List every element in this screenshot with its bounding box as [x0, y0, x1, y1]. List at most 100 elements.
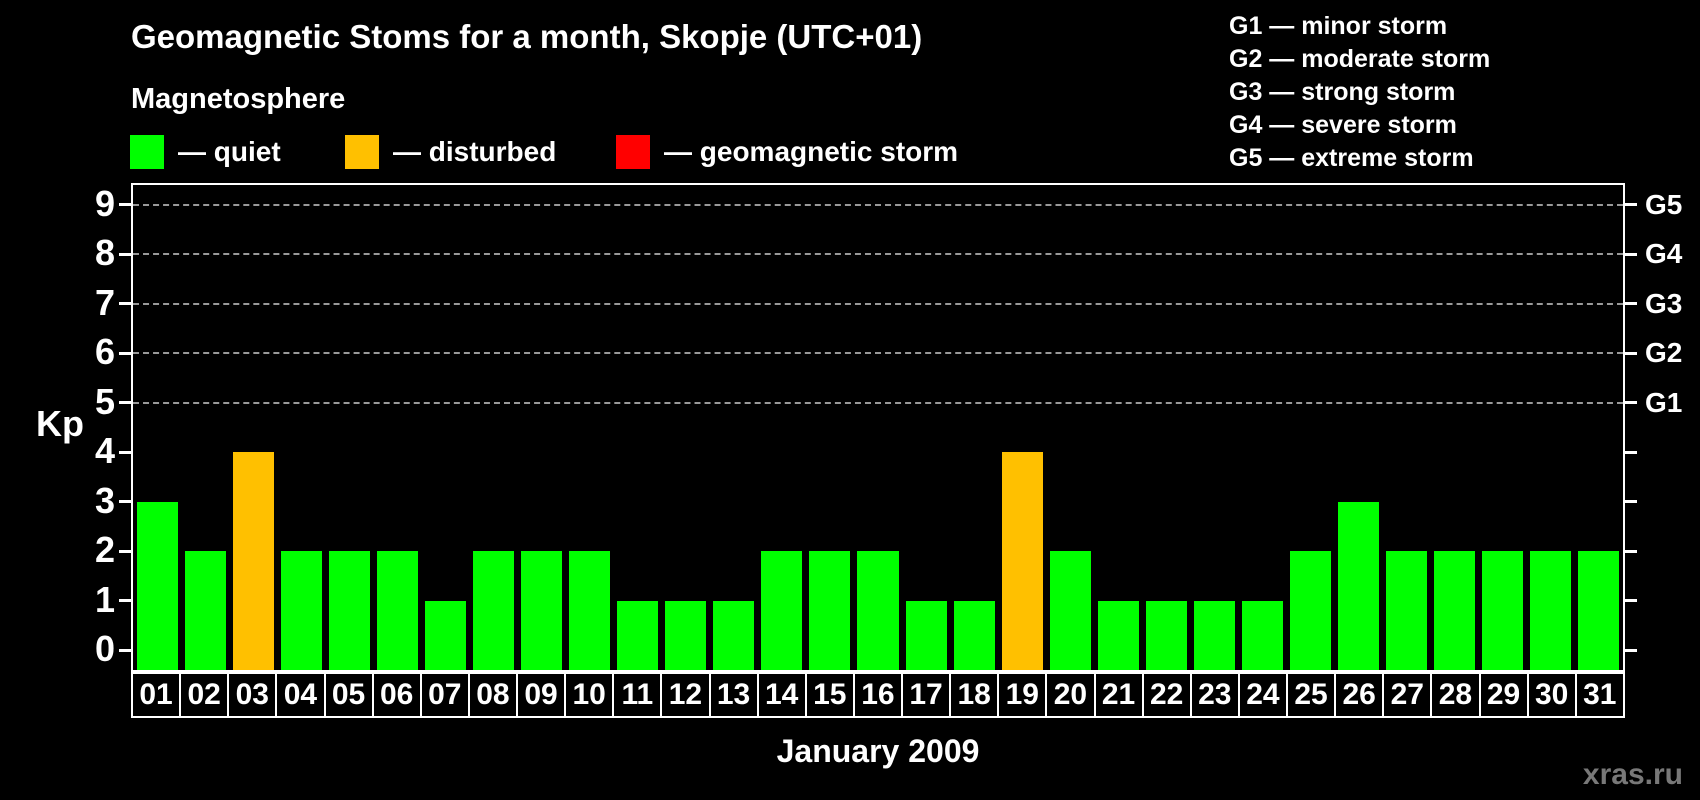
day-label-30: 30 [1526, 674, 1575, 716]
g-legend-item: G1 — minor storm [1229, 12, 1448, 40]
g-legend-item: G5 — extreme storm [1229, 144, 1474, 172]
gridline-kp-5 [133, 401, 1623, 404]
g-axis-tick [1625, 450, 1637, 454]
day-label-27: 27 [1382, 674, 1430, 716]
g-legend-item: G3 — strong storm [1229, 78, 1456, 106]
x-axis-title: January 2009 [776, 733, 980, 769]
day-label-08: 08 [467, 674, 516, 716]
day-label-row: 01 02 03 04 05 06 07 08 09 10 11 12 13 14 15 16 17 18 19 20… [131, 672, 1625, 718]
bar-day-27 [1386, 551, 1428, 670]
g-axis-tick [1625, 203, 1637, 207]
y-tick-label-2: 2 [94, 529, 115, 571]
day-label-11: 11 [612, 674, 660, 716]
gridline-kp-6 [133, 352, 1623, 355]
bar-day-31 [1578, 551, 1620, 670]
y-tick-label-6: 6 [94, 331, 115, 373]
y-axis-tick [119, 302, 131, 306]
g-axis-tick [1625, 401, 1637, 405]
y-tick-label-7: 7 [94, 281, 115, 323]
day-label-21: 21 [1093, 674, 1142, 716]
g-legend-item: G4 — severe storm [1229, 111, 1457, 139]
g-scale-legend: G1 — minor storm G2 — moderate storm G3 — … [1229, 10, 1490, 175]
y-tick-label-8: 8 [94, 232, 115, 274]
g-axis-tick [1625, 302, 1637, 306]
day-label-26: 26 [1334, 674, 1382, 716]
g-axis-tick [1625, 648, 1637, 652]
bar-day-18 [953, 600, 995, 670]
bar-day-15 [809, 551, 851, 670]
bar-day-29 [1482, 551, 1524, 670]
bar-day-25 [1290, 551, 1332, 670]
y-tick-label-9: 9 [94, 182, 115, 224]
day-label-04: 04 [275, 674, 323, 716]
y-axis-tick [119, 450, 131, 454]
day-label-29: 29 [1478, 674, 1527, 716]
day-label-15: 15 [804, 674, 853, 716]
day-label-31: 31 [1574, 674, 1623, 716]
day-label-22: 22 [1141, 674, 1190, 716]
bar-day-13 [713, 600, 755, 670]
legend-label: — quiet [178, 136, 281, 167]
bar-day-02 [184, 551, 226, 670]
bar-day-30 [1530, 551, 1572, 670]
bar-day-05 [328, 551, 370, 670]
day-label-19: 19 [997, 674, 1045, 716]
bar-day-16 [857, 551, 899, 670]
day-label-17: 17 [901, 674, 949, 716]
g-axis-tick [1625, 500, 1637, 504]
watermark: xras.ru [1582, 758, 1683, 791]
y-tick-label-3: 3 [94, 479, 115, 521]
legend-label: — geomagnetic storm [664, 136, 959, 167]
bar-day-24 [1241, 600, 1284, 670]
bar-day-06 [376, 551, 418, 670]
bar-day-03 [232, 452, 274, 670]
day-label-05: 05 [323, 674, 372, 716]
legend-label: — disturbed [393, 136, 557, 167]
day-label-12: 12 [660, 674, 708, 716]
g-axis-tick [1625, 549, 1637, 553]
bar-day-28 [1434, 551, 1476, 670]
bar-day-23 [1193, 600, 1235, 670]
g-axis-label-G1: G1 [1645, 386, 1683, 418]
plot-area [131, 183, 1625, 672]
day-label-02: 02 [179, 674, 227, 716]
day-label-03: 03 [227, 674, 275, 716]
magnetosphere-heading: Magnetosphere [131, 83, 346, 115]
day-label-09: 09 [516, 674, 564, 716]
y-axis-tick [119, 549, 131, 553]
g-axis-label-G5: G5 [1645, 188, 1683, 220]
bar-day-10 [569, 551, 611, 670]
bar-day-14 [761, 551, 803, 670]
y-axis-tick [119, 351, 131, 355]
chart-title: Geomagnetic Stoms for a month, Skopje (U… [131, 18, 923, 55]
bar-day-07 [424, 600, 466, 670]
g-axis-label-G2: G2 [1645, 337, 1683, 369]
bar-day-08 [472, 551, 514, 670]
day-label-10: 10 [564, 674, 612, 716]
bar-day-21 [1097, 600, 1139, 670]
bar-day-04 [280, 551, 322, 670]
g-legend-item: G2 — moderate storm [1229, 45, 1491, 73]
storm-swatch-icon [616, 135, 650, 169]
g-axis-label-G4: G4 [1645, 238, 1683, 270]
day-label-25: 25 [1286, 674, 1334, 716]
bar-day-17 [905, 600, 947, 670]
day-label-01: 01 [139, 678, 173, 711]
bar-day-09 [521, 551, 563, 670]
y-axis-tick [119, 203, 131, 207]
bar-day-19 [1001, 452, 1043, 670]
day-label-13: 13 [708, 674, 757, 716]
day-label-20: 20 [1045, 674, 1093, 716]
y-axis-tick [119, 401, 131, 405]
y-axis-tick [119, 599, 131, 603]
kp-axis-title: Kp [36, 403, 84, 444]
day-label-23: 23 [1189, 674, 1238, 716]
y-tick-label-4: 4 [94, 430, 115, 472]
day-label-24: 24 [1237, 674, 1286, 716]
g-axis-tick [1625, 599, 1637, 603]
bar-day-11 [617, 600, 659, 670]
day-label-07: 07 [419, 674, 468, 716]
quiet-swatch-icon [130, 135, 164, 169]
y-axis-tick [119, 252, 131, 256]
